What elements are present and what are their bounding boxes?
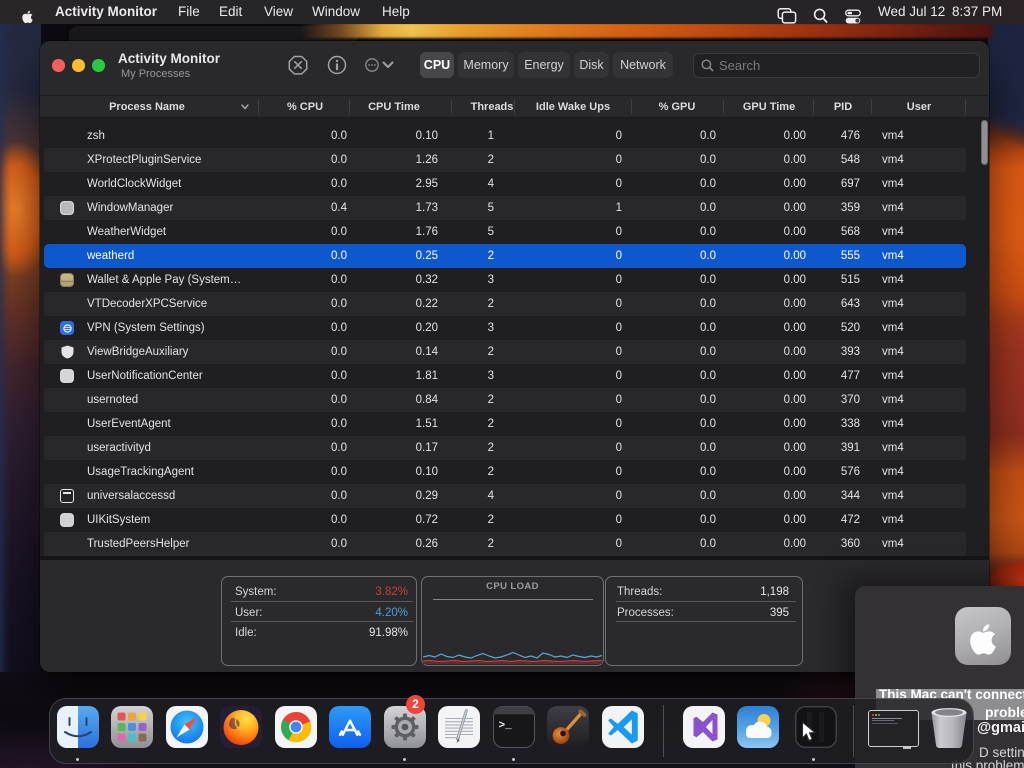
- svg-text:>_: >_: [498, 720, 512, 732]
